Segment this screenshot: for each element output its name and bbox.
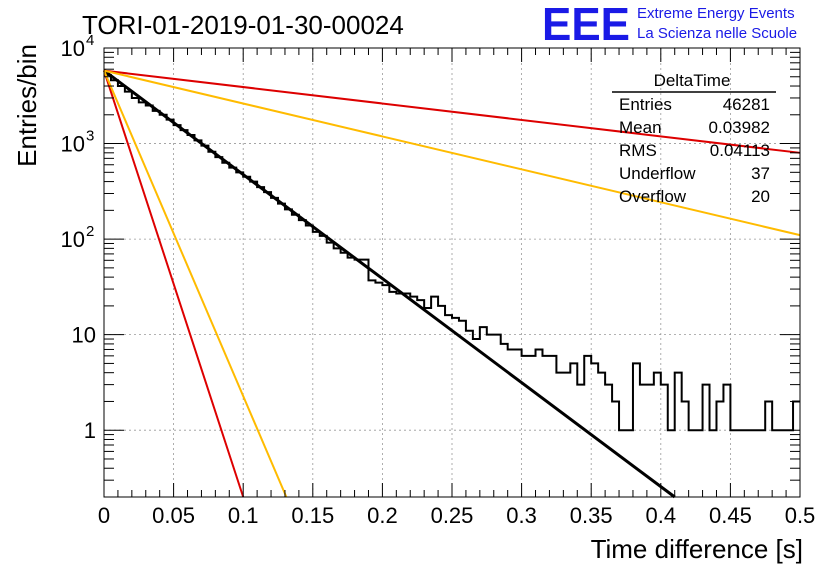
x-tick-label: 0.1 xyxy=(228,503,259,528)
y-tick-label-exponent: 2 xyxy=(86,223,94,240)
fit-line xyxy=(103,69,801,154)
x-tick-label: 0.45 xyxy=(709,503,752,528)
stats-label-overflow: Overflow xyxy=(619,187,687,206)
stats-value-overflow: 20 xyxy=(751,187,770,206)
y-tick-label: 10 xyxy=(61,132,85,157)
stats-value-mean: 0.03982 xyxy=(709,118,770,137)
y-tick-label-exponent: 3 xyxy=(86,128,94,145)
fit-line xyxy=(103,69,801,237)
x-tick-label: 0.05 xyxy=(152,503,195,528)
fit-lines xyxy=(103,69,801,499)
fit-line xyxy=(103,70,245,498)
eee-logo-mark: EEE xyxy=(542,0,630,50)
stats-value-entries: 46281 xyxy=(723,95,770,114)
fit-line xyxy=(103,70,288,498)
stats-box-title: DeltaTime xyxy=(654,71,731,90)
x-tick-label: 0.4 xyxy=(646,503,677,528)
stats-label-entries: Entries xyxy=(619,95,672,114)
x-tick-label: 0 xyxy=(98,503,110,528)
y-axis-label: Entries/bin xyxy=(12,44,42,167)
y-tick-label: 1 xyxy=(84,418,96,443)
x-tick-label: 0.25 xyxy=(431,503,474,528)
logo-line-1: Extreme Energy Events xyxy=(637,5,795,22)
x-tick-label: 0.35 xyxy=(570,503,613,528)
y-tick-label: 10 xyxy=(61,227,85,252)
x-tick-label: 0.15 xyxy=(291,503,334,528)
fit-line xyxy=(103,69,676,499)
chart-title: TORI-01-2019-01-30-00024 xyxy=(82,10,404,40)
stats-value-underflow: 37 xyxy=(751,164,770,183)
grid xyxy=(104,48,800,497)
axis-ticks xyxy=(103,47,801,498)
stats-label-mean: Mean xyxy=(619,118,662,137)
stats-label-underflow: Underflow xyxy=(619,164,696,183)
stats-value-rms: 0.04113 xyxy=(710,141,770,160)
x-tick-labels: 0 0.05 0.1 0.15 0.2 0.25 0.3 0.35 0.4 0.45 0.5 xyxy=(98,503,815,528)
x-tick-label: 0.5 xyxy=(785,503,816,528)
y-tick-label: 10 xyxy=(61,36,85,61)
logo-line-2: La Scienza nelle Scuole xyxy=(637,25,797,42)
x-axis-label: Time difference [s] xyxy=(591,534,803,564)
x-tick-label: 0.2 xyxy=(367,503,398,528)
y-tick-label: 10 xyxy=(72,323,96,348)
x-tick-label: 0.3 xyxy=(506,503,537,528)
stats-box: DeltaTime Entries 46281 Mean 0.03982 RMS… xyxy=(612,71,776,206)
y-tick-label-exponent: 4 xyxy=(86,32,94,49)
stats-label-rms: RMS xyxy=(619,141,657,160)
